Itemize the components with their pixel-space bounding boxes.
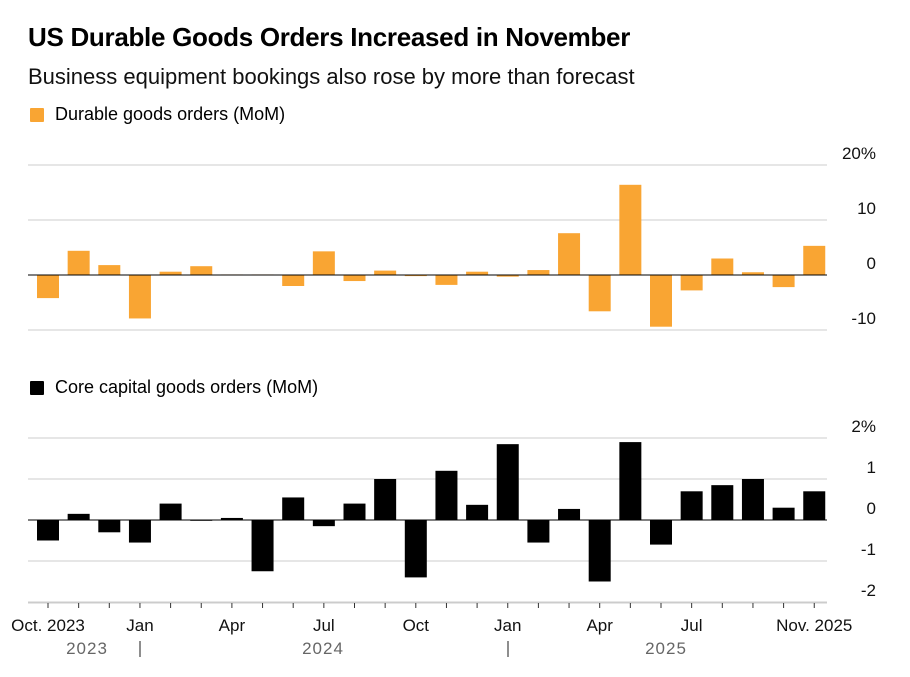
legend-label-durable: Durable goods orders (MoM)	[55, 104, 286, 124]
core-bar	[435, 470, 458, 520]
core-bar	[282, 497, 305, 520]
core-bar	[312, 520, 335, 527]
x-axis-month-label: Oct	[403, 616, 430, 635]
legend-label-core: Core capital goods orders (MoM)	[55, 377, 319, 397]
durable-bar	[282, 275, 305, 286]
x-axis-year-label: 2023	[66, 639, 108, 658]
durable-bar	[803, 245, 826, 275]
core-bar	[803, 491, 826, 520]
chart-title: US Durable Goods Orders Increased in Nov…	[28, 22, 631, 52]
durable-bar	[435, 275, 458, 285]
x-axis-year-label: 2025	[645, 639, 687, 658]
durable-bar	[588, 275, 611, 312]
core-bar	[588, 520, 611, 582]
core-bar	[680, 491, 703, 520]
core-bar	[772, 507, 795, 520]
x-axis-month-label: Jul	[313, 616, 335, 635]
core-bar	[711, 485, 734, 520]
core-bar	[374, 479, 397, 520]
durable-ytick-label: 20%	[842, 144, 876, 163]
x-axis-month-label: Nov. 2025	[776, 616, 852, 635]
durable-bar	[98, 265, 121, 275]
core-ytick-label: 2%	[851, 417, 876, 436]
core-bar	[37, 520, 59, 541]
core-bar	[741, 479, 764, 520]
core-ytick-label: -1	[861, 540, 876, 559]
durable-bar	[374, 270, 397, 275]
x-axis-month-label: Jan	[126, 616, 153, 635]
core-bar	[496, 444, 519, 520]
x-axis-month-label: Apr	[219, 616, 246, 635]
durable-ytick-label: 10	[857, 199, 876, 218]
core-ytick-label: -2	[861, 581, 876, 600]
core-bar	[404, 520, 427, 578]
legend-durable-goods: Durable goods orders (MoM)	[30, 104, 285, 125]
x-axis-month-label: Jul	[681, 616, 703, 635]
durable-bar	[312, 251, 335, 275]
durable-bar	[190, 266, 213, 275]
durable-bar	[711, 258, 734, 275]
core-bar	[128, 520, 151, 543]
core-bar	[220, 517, 243, 520]
legend-swatch-core	[30, 380, 44, 395]
core-bar	[619, 442, 642, 520]
durable-bar	[128, 275, 151, 319]
durable-bar	[650, 275, 672, 327]
legend-swatch-durable	[30, 107, 44, 122]
legend-core-capital-goods: Core capital goods orders (MoM)	[30, 377, 318, 398]
durable-bar	[37, 275, 59, 299]
core-bar	[650, 520, 672, 545]
durable-ytick-label: 0	[867, 254, 876, 273]
core-ytick-label: 0	[867, 499, 876, 518]
core-bar	[558, 508, 581, 520]
core-ytick-label: 1	[867, 458, 876, 477]
durable-bar	[67, 250, 90, 275]
core-bar	[343, 503, 366, 520]
durable-bar	[741, 272, 764, 275]
durable-bar	[159, 271, 182, 275]
durable-bar	[466, 271, 489, 275]
x-axis-month-label: Oct. 2023	[11, 616, 85, 635]
core-bar	[251, 520, 274, 572]
durable-bar	[496, 275, 519, 277]
durable-bar	[680, 275, 703, 291]
core-bar	[98, 520, 121, 533]
core-bar	[159, 503, 182, 520]
core-bar	[527, 520, 550, 543]
durable-bar	[619, 184, 642, 275]
durable-bar	[772, 275, 795, 288]
durable-bar	[343, 275, 366, 282]
durable-bar	[404, 275, 427, 277]
durable-ytick-label: -10	[851, 309, 876, 328]
x-axis-month-label: Jan	[494, 616, 521, 635]
x-axis-year-label: 2024	[302, 639, 344, 658]
x-axis-month-label: Apr	[586, 616, 613, 635]
durable-bar	[527, 270, 550, 275]
chart-subtitle: Business equipment bookings also rose by…	[28, 64, 635, 89]
core-bar	[466, 504, 489, 520]
core-bar	[67, 513, 90, 520]
durable-bar	[558, 233, 581, 275]
